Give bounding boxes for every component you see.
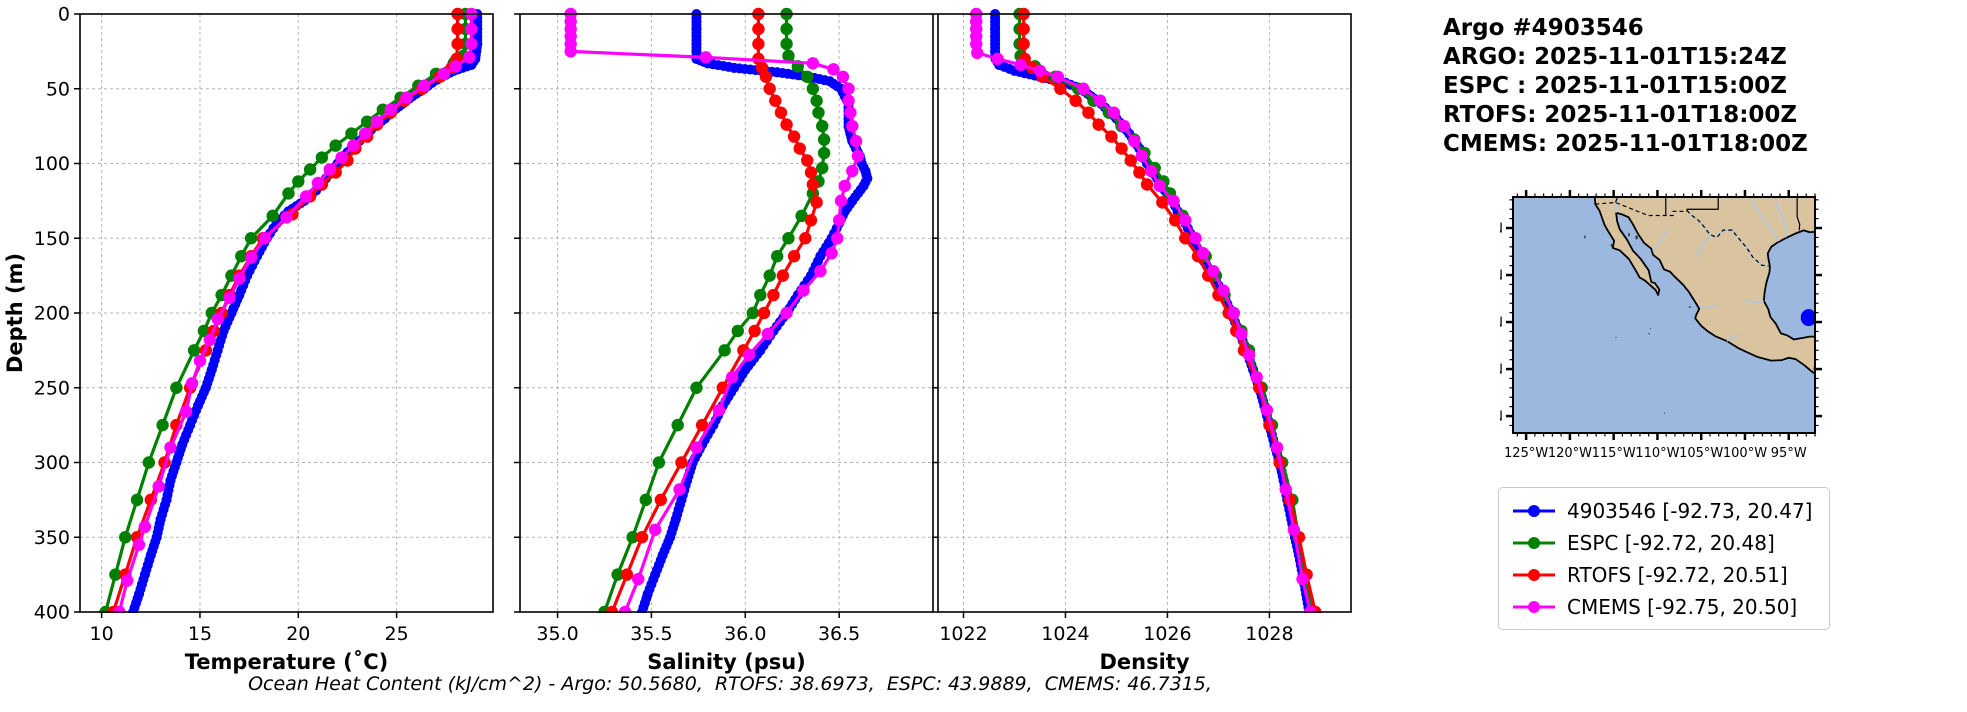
svg-text:35.0: 35.0 bbox=[536, 623, 578, 645]
panel-2: 1022 1024 1026 1028 Density bbox=[932, 7, 1352, 674]
svg-text:350: 350 bbox=[34, 527, 70, 549]
info-title: Argo #4903546 bbox=[1443, 15, 1644, 41]
svg-text:10°N: 10°N bbox=[1500, 410, 1503, 425]
svg-text:20°N: 20°N bbox=[1500, 316, 1503, 331]
ylabel: Depth (m) bbox=[3, 253, 27, 373]
series-4903546 bbox=[990, 9, 1315, 613]
svg-text:15°N: 15°N bbox=[1500, 363, 1503, 378]
profile-panels: 10 15 20 25050100150200250300350400Temperat… bbox=[3, 4, 1352, 674]
series-CMEMS bbox=[970, 7, 1317, 613]
map-land bbox=[1595, 197, 1815, 374]
legend-item-cmems[interactable]: CMEMS [-92.75, 20.50] bbox=[1511, 593, 1817, 620]
svg-text:20: 20 bbox=[286, 623, 310, 645]
svg-text:36.5: 36.5 bbox=[818, 623, 860, 645]
info-rtofs-time: RTOFS: 2025-11-01T18:00Z bbox=[1443, 102, 1798, 128]
legend-item-espc[interactable]: ESPC [-92.72, 20.48] bbox=[1511, 529, 1817, 556]
legend: 4903546 [-92.73, 20.47] ESPC [-92.72, 20.… bbox=[1498, 487, 1830, 630]
legend-item-rtofs[interactable]: RTOFS [-92.72, 20.51] bbox=[1511, 561, 1817, 588]
svg-text:120°W: 120°W bbox=[1548, 446, 1592, 461]
legend-label: 4903546 [-92.73, 20.47] bbox=[1567, 498, 1813, 523]
svg-text:400: 400 bbox=[34, 602, 70, 624]
svg-text:10: 10 bbox=[90, 623, 114, 645]
svg-text:0: 0 bbox=[58, 4, 70, 26]
svg-text:125°W: 125°W bbox=[1504, 446, 1548, 461]
map-islands bbox=[1584, 232, 1691, 414]
legend-swatch-icon bbox=[1513, 536, 1555, 549]
series-CMEMS bbox=[564, 7, 865, 613]
legend-label: CMEMS [-92.75, 20.50] bbox=[1567, 594, 1798, 619]
xlabel-2: Density bbox=[1099, 650, 1189, 674]
ohc-annotation: Ocean Heat Content (kJ/cm^2) - Argo: 50.… bbox=[248, 673, 1212, 695]
legend-swatch-icon bbox=[1513, 504, 1555, 517]
legend-swatch-icon bbox=[1513, 600, 1555, 613]
svg-text:15: 15 bbox=[188, 623, 212, 645]
float-position-marker[interactable] bbox=[1800, 309, 1817, 327]
info-cmems-time: CMEMS: 2025-11-01T18:00Z bbox=[1443, 131, 1808, 157]
svg-text:100°W: 100°W bbox=[1723, 446, 1767, 461]
map-ticks bbox=[1506, 190, 1822, 440]
svg-text:300: 300 bbox=[34, 452, 70, 474]
svg-text:50: 50 bbox=[46, 78, 70, 100]
legend-label: RTOFS [-92.72, 20.51] bbox=[1567, 562, 1788, 587]
svg-text:250: 250 bbox=[34, 377, 70, 399]
svg-text:95°W: 95°W bbox=[1771, 446, 1807, 461]
svg-text:110°W: 110°W bbox=[1635, 446, 1679, 461]
xlabel-0: Temperature (˚C) bbox=[185, 650, 388, 674]
svg-text:25°N: 25°N bbox=[1500, 269, 1503, 284]
series-CMEMS bbox=[113, 7, 478, 613]
xlabel-1: Salinity (psu) bbox=[647, 650, 806, 674]
info-argo-time: ARGO: 2025-11-01T15:24Z bbox=[1443, 44, 1787, 70]
svg-text:25: 25 bbox=[385, 623, 409, 645]
svg-text:36.0: 36.0 bbox=[724, 623, 766, 645]
svg-text:1022: 1022 bbox=[939, 623, 987, 645]
svg-text:1026: 1026 bbox=[1143, 623, 1191, 645]
legend-label: ESPC [-92.72, 20.48] bbox=[1567, 530, 1775, 555]
svg-text:1028: 1028 bbox=[1245, 623, 1293, 645]
svg-text:105°W: 105°W bbox=[1679, 446, 1723, 461]
legend-swatch-icon bbox=[1513, 568, 1555, 581]
svg-text:35.5: 35.5 bbox=[630, 623, 672, 645]
map-frame bbox=[1512, 196, 1816, 434]
svg-text:100: 100 bbox=[34, 153, 70, 175]
legend-item-4903546[interactable]: 4903546 [-92.73, 20.47] bbox=[1511, 497, 1817, 524]
map-canvas bbox=[1513, 197, 1817, 433]
info-block: Argo #4903546 ARGO: 2025-11-01T15:24Z ES… bbox=[1443, 14, 1808, 159]
svg-text:30°N: 30°N bbox=[1500, 222, 1503, 237]
info-espc-time: ESPC : 2025-11-01T15:00Z bbox=[1443, 73, 1787, 99]
svg-text:1024: 1024 bbox=[1041, 623, 1089, 645]
panel-0: 10 15 20 25050100150200250300350400Temperat… bbox=[3, 4, 494, 674]
svg-text:115°W: 115°W bbox=[1592, 446, 1636, 461]
panel-1: 35.0 35.5 36.0 36.5 Salinity (psu) bbox=[514, 7, 934, 674]
svg-text:200: 200 bbox=[34, 303, 70, 325]
svg-text:150: 150 bbox=[34, 228, 70, 250]
